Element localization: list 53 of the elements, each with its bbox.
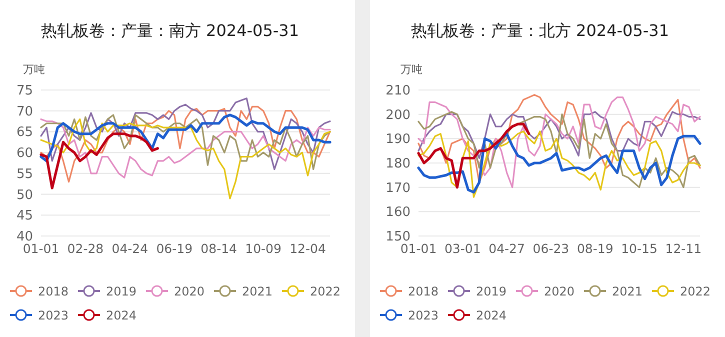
legend-label: 2021 [242,284,273,298]
legend-label: 2023 [38,308,69,322]
line-series [40,106,331,183]
x-tick-label: 06-23 [532,241,570,256]
x-tick-label: 08-14 [200,241,238,256]
x-tick-label: 10-09 [245,241,282,256]
legend-label: 2023 [408,308,439,322]
legend-label: 2022 [310,284,341,298]
y-tick-label: 60 [16,146,33,162]
y-tick-label: 45 [16,208,33,224]
legend-label: 2021 [612,284,643,298]
x-tick-label: 06-19 [156,241,193,256]
line-series [40,132,160,190]
y-tick-label: 65 [16,125,33,140]
x-tick-label: 04-27 [488,241,525,256]
legend-label: 2018 [408,284,439,298]
y-tick-label: 190 [386,132,410,148]
y-tick-label: 50 [16,188,33,203]
line-series [40,98,331,170]
legend-label: 2019 [106,284,137,298]
x-tick-label: 03-01 [444,241,481,256]
line-series [40,114,331,170]
y-tick-label: 180 [386,156,410,172]
chart-title: 热轧板卷：产量：南方 2024-05-31 [40,21,300,40]
legend-label: 2019 [476,284,507,298]
y-tick-label: 210 [386,84,410,98]
x-tick-label: 12-04 [290,241,326,256]
line-series [417,122,530,189]
y-axis-title: 万吨 [400,63,422,76]
legend-label: 2024 [106,308,137,322]
x-tick-label: 04-24 [112,241,148,256]
legend-label: 2024 [476,308,507,322]
y-tick-label: 70 [16,104,33,120]
line-series [40,114,332,162]
legend-label: 2020 [174,284,205,298]
y-tick-label: 160 [386,205,410,220]
line-series [418,111,701,159]
x-tick-label: 08-19 [576,241,614,256]
y-tick-label: 75 [16,84,33,98]
line-series [418,111,701,188]
x-tick-label: 02-28 [67,241,104,256]
y-axis-title: 万吨 [23,63,45,76]
y-tick-label: 200 [386,108,410,123]
line-series [40,118,331,178]
y-tick-label: 170 [386,180,410,196]
legend-label: 2020 [544,284,575,298]
line-series [40,118,331,200]
legend-label: 2018 [38,284,69,298]
chart-title: 热轧板卷：产量：北方 2024-05-31 [410,21,670,40]
x-tick-label: 10-15 [621,241,658,256]
legend-label: 2022 [680,284,711,298]
y-tick-label: 55 [16,166,33,182]
x-tick-label: 12-11 [665,241,702,256]
